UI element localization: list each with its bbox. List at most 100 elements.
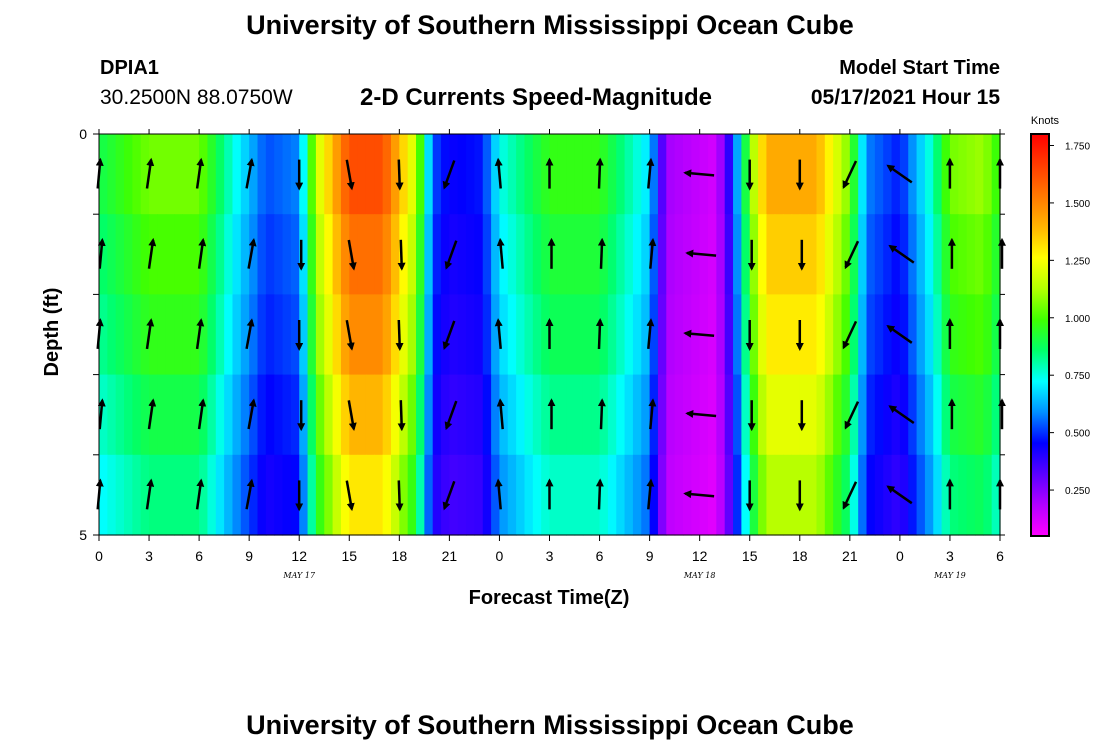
heatmap-cell [849,214,859,295]
heatmap-cell [899,454,909,536]
heatmap-cell [474,294,484,376]
heatmap-cell [265,214,275,295]
heatmap-cell [916,454,926,536]
heatmap-cell [416,294,425,376]
heatmap-cell [624,294,634,376]
heatmap-cell [666,374,676,456]
x-tick-label: 18 [792,548,808,564]
heatmap-cell [349,214,359,295]
heatmap-cell [190,294,200,376]
heatmap-cell [315,214,325,295]
heatmap-cell [407,294,417,376]
heatmap-cell [249,294,259,376]
heatmap-cell [733,454,742,536]
heatmap-cell [416,134,425,215]
heatmap-cell [207,454,217,536]
heatmap-cell [941,294,951,376]
heatmap-cell [265,294,275,376]
heatmap-cell [899,294,909,376]
heatmap-cell [207,214,217,295]
heatmap-cell [958,214,968,295]
heatmap-cell [532,214,542,295]
station-id: DPIA1 [100,57,159,79]
heatmap-cell [182,134,192,215]
heatmap-cell [774,374,784,456]
heatmap-cell [157,294,167,376]
heatmap-cell [783,454,793,536]
heatmap-cell [741,454,751,536]
heatmap-cell [265,374,275,456]
heatmap-cell [374,134,384,215]
heatmap-cell [883,134,893,215]
heatmap-cell [841,374,851,456]
heatmap-cell [190,454,200,536]
heatmap-cell [849,134,859,215]
heatmap-cell [924,374,934,456]
heatmap-cell [474,214,484,295]
heatmap-cell [424,134,434,215]
heatmap-cell [949,454,959,536]
colorbar-tick-label: 1.500 [1065,199,1090,210]
heatmap-cell [891,454,901,536]
heatmap-cell [833,214,843,295]
heatmap-cell [758,134,767,215]
heatmap-cell [124,294,133,376]
heatmap-cell [99,214,108,295]
heatmap-cell [891,374,901,456]
heatmap-cell [599,454,609,536]
heatmap-cell [432,294,442,376]
heatmap-cell [582,454,592,536]
heatmap-cell [566,454,576,536]
heatmap-cell [524,294,534,376]
heatmap-cell [741,294,751,376]
heatmap-cell [499,134,509,215]
heatmap-cell [365,294,375,376]
heatmap-cell [966,214,976,295]
heatmap-cell [124,454,133,536]
date-label: MAY 18 [683,571,716,580]
heatmap-cell [107,374,117,456]
heatmap-cell [332,214,342,295]
heatmap-cell [682,374,692,456]
heatmap-cell [666,294,676,376]
heatmap-cell [315,294,325,376]
heatmap-cell [374,294,384,376]
heatmap-cell [524,214,534,295]
heatmap-cell [724,454,734,536]
heatmap-cell [974,294,984,376]
heatmap-cell [482,134,492,215]
heatmap-cell [140,374,150,456]
heatmap-cell [824,214,834,295]
current-vector-arrow [145,478,155,510]
heatmap-cell [666,134,676,215]
heatmap-cell [599,134,609,215]
heatmap-cell [808,134,818,215]
heatmap-cell [941,374,951,456]
heatmap-cell [791,454,801,536]
heatmap-cell [349,134,359,215]
heatmap-cell [349,374,359,456]
heatmap-cell [883,294,893,376]
heatmap-cell [399,134,409,215]
heatmap-cell [199,454,209,536]
heatmap-cell [632,454,642,536]
heatmap-cell [966,454,976,536]
heatmap-cell [432,374,442,456]
heatmap-cell [482,214,492,295]
heatmap-cell [499,294,509,376]
heatmap-cell [883,214,893,295]
heatmap-cell [174,134,184,215]
heatmap-cell [941,454,951,536]
heatmap-cell [833,134,843,215]
heatmap-cell [382,374,392,456]
heatmap-cell [507,294,517,376]
current-vector-arrow [685,249,717,258]
heatmap-cell [282,294,292,376]
heatmap-cell [649,134,659,215]
heatmap-cell [299,454,309,536]
heatmap-cell [908,214,918,295]
heatmap-cell [624,134,634,215]
heatmap-cell [482,374,492,456]
current-vector-arrow [648,237,657,269]
heatmap-cell [607,134,617,215]
